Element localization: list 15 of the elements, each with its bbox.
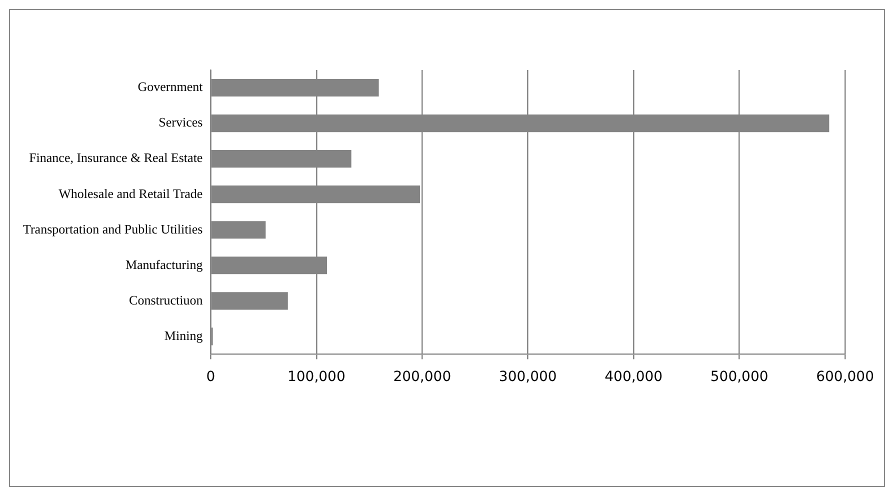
y-tick-label: Mining bbox=[164, 328, 204, 343]
y-tick-label: Constructiuon bbox=[129, 292, 204, 308]
x-tick-label: 500,000 bbox=[710, 369, 768, 386]
x-tick-label: 300,000 bbox=[498, 369, 557, 386]
y-tick-label: Transportation and Public Utilities bbox=[22, 221, 203, 236]
x-tick-label: 200,000 bbox=[393, 369, 452, 386]
x-tick-label: 400,000 bbox=[604, 369, 663, 386]
y-tick-label: Finance, Insurance & Real Estate bbox=[29, 150, 203, 166]
x-tick-label: 0 bbox=[206, 369, 216, 386]
y-tick-label: Government bbox=[138, 79, 204, 94]
y-tick-label: Services bbox=[158, 114, 203, 130]
y-tick-label: Wholesale and Retail Trade bbox=[58, 186, 203, 201]
y-tick-label: Manufacturing bbox=[125, 256, 204, 272]
x-tick-label: 100,000 bbox=[287, 369, 346, 386]
x-tick-label: 600,000 bbox=[816, 369, 874, 386]
